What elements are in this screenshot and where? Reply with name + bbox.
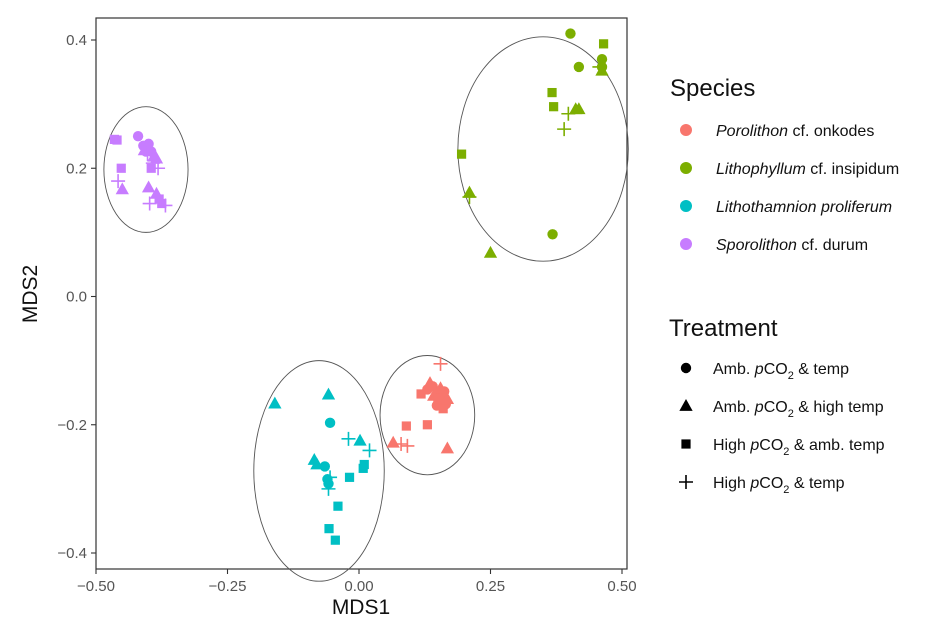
legend-treatment-title: Treatment [669, 315, 778, 342]
data-point-triangle [310, 457, 324, 470]
data-point-triangle [569, 102, 583, 115]
treatment-legend-key-plus [679, 475, 693, 489]
data-point-square [438, 404, 448, 414]
species-legend-label: Sporolithon cf. durum [716, 237, 868, 254]
x-tick-label: 0.00 [344, 578, 373, 595]
species-legend: Porolithon cf. onkodes Lithophyllum cf. i… [680, 123, 899, 254]
data-point-triangle [353, 433, 367, 446]
species-legend-label: Lithothamnion proliferum [716, 199, 892, 216]
data-point-circle [547, 229, 558, 240]
data-point-plus [158, 198, 173, 213]
data-point-square [416, 389, 426, 399]
x-axis: −0.50 −0.25 0.00 0.25 0.50 [77, 569, 637, 595]
data-point-plus [433, 356, 448, 371]
data-point-square [401, 421, 411, 431]
y-tick-label: 0.4 [66, 32, 87, 49]
cluster-ellipse-2 [253, 360, 385, 582]
legend-species-title: Species [670, 75, 755, 102]
data-point-triangle [423, 376, 437, 388]
treatment-legend-key-square [681, 439, 691, 449]
species-legend-key [680, 162, 692, 174]
data-point-square [359, 459, 369, 470]
data-point-plus [142, 196, 157, 211]
y-tick-label: −0.4 [57, 545, 87, 562]
x-tick-label: 0.25 [476, 578, 505, 595]
data-point-triangle [141, 180, 156, 193]
data-point-plus [111, 174, 126, 189]
cluster-ellipse-3 [103, 106, 189, 233]
data-point-circle [573, 61, 585, 73]
data-point-triangle [115, 182, 129, 195]
species-legend-label: Porolithon cf. onkodes [716, 123, 874, 140]
species-legend-key [680, 238, 692, 250]
data-point-plus [323, 470, 338, 485]
x-tick-label: −0.50 [77, 578, 115, 595]
data-point-triangle [321, 387, 336, 400]
treatment-legend-label: Amb. pCO2 & temp [713, 361, 849, 382]
plot-panel [95, 17, 628, 570]
data-point-plus [592, 59, 607, 74]
x-axis-title: MDS1 [332, 596, 390, 619]
treatment-legend: Amb. pCO2 & temp Amb. pCO2 & high temp Hig… [679, 361, 885, 496]
x-tick-label: −0.25 [209, 578, 247, 595]
data-point-circle [132, 130, 144, 142]
data-point-plus [400, 438, 415, 453]
species-legend-key [680, 200, 692, 212]
species-legend-label: Lithophyllum cf. insipidum [716, 161, 899, 178]
data-point-plus [428, 382, 443, 397]
data-point-square [422, 420, 432, 430]
cluster-ellipse-0 [379, 355, 476, 476]
data-point-plus [557, 122, 572, 137]
data-point-plus [151, 161, 166, 176]
y-axis: −0.4 −0.2 0.0 0.2 0.4 [57, 32, 96, 562]
data-point-plus [140, 147, 155, 162]
data-point-plus [341, 431, 356, 446]
treatment-legend-label: High pCO2 & temp [713, 475, 845, 496]
treatment-legend-label: High pCO2 & amb. temp [713, 437, 885, 458]
data-point-plus [362, 443, 377, 458]
data-point-triangle [268, 396, 282, 409]
data-point-plus [394, 436, 409, 451]
ellipse-layer [103, 36, 629, 582]
data-point-square [598, 39, 609, 49]
data-point-square [330, 535, 340, 545]
species-legend-key [680, 124, 692, 136]
data-point-circle [565, 28, 576, 39]
data-point-square [456, 149, 467, 159]
point-layer [109, 28, 609, 545]
legend: Species Porolithon cf. onkodes Lithophyll… [669, 75, 899, 496]
data-point-plus [561, 106, 576, 121]
data-point-square [433, 394, 443, 404]
y-tick-label: 0.2 [66, 160, 87, 177]
treatment-legend-key-triangle [679, 399, 693, 411]
cluster-ellipse-1 [457, 36, 629, 262]
data-point-square [344, 472, 355, 482]
data-point-triangle [440, 392, 455, 404]
data-point-triangle [440, 441, 455, 454]
data-point-plus [321, 481, 336, 496]
data-point-circle [324, 417, 336, 429]
data-point-square [116, 163, 126, 173]
treatment-legend-key-circle [680, 362, 692, 374]
data-point-square [112, 135, 122, 145]
x-tick-label: 0.50 [607, 578, 636, 595]
y-tick-label: 0.0 [66, 289, 87, 306]
treatment-legend-label: Amb. pCO2 & high temp [713, 399, 884, 420]
data-point-square [324, 524, 334, 534]
y-tick-label: −0.2 [57, 417, 87, 434]
data-point-square [157, 198, 167, 209]
y-axis-title: MDS2 [19, 265, 42, 323]
data-point-square [547, 87, 557, 98]
data-point-plus [462, 190, 477, 205]
data-point-triangle [483, 245, 498, 258]
data-point-square [549, 102, 559, 112]
data-point-square [333, 501, 343, 511]
